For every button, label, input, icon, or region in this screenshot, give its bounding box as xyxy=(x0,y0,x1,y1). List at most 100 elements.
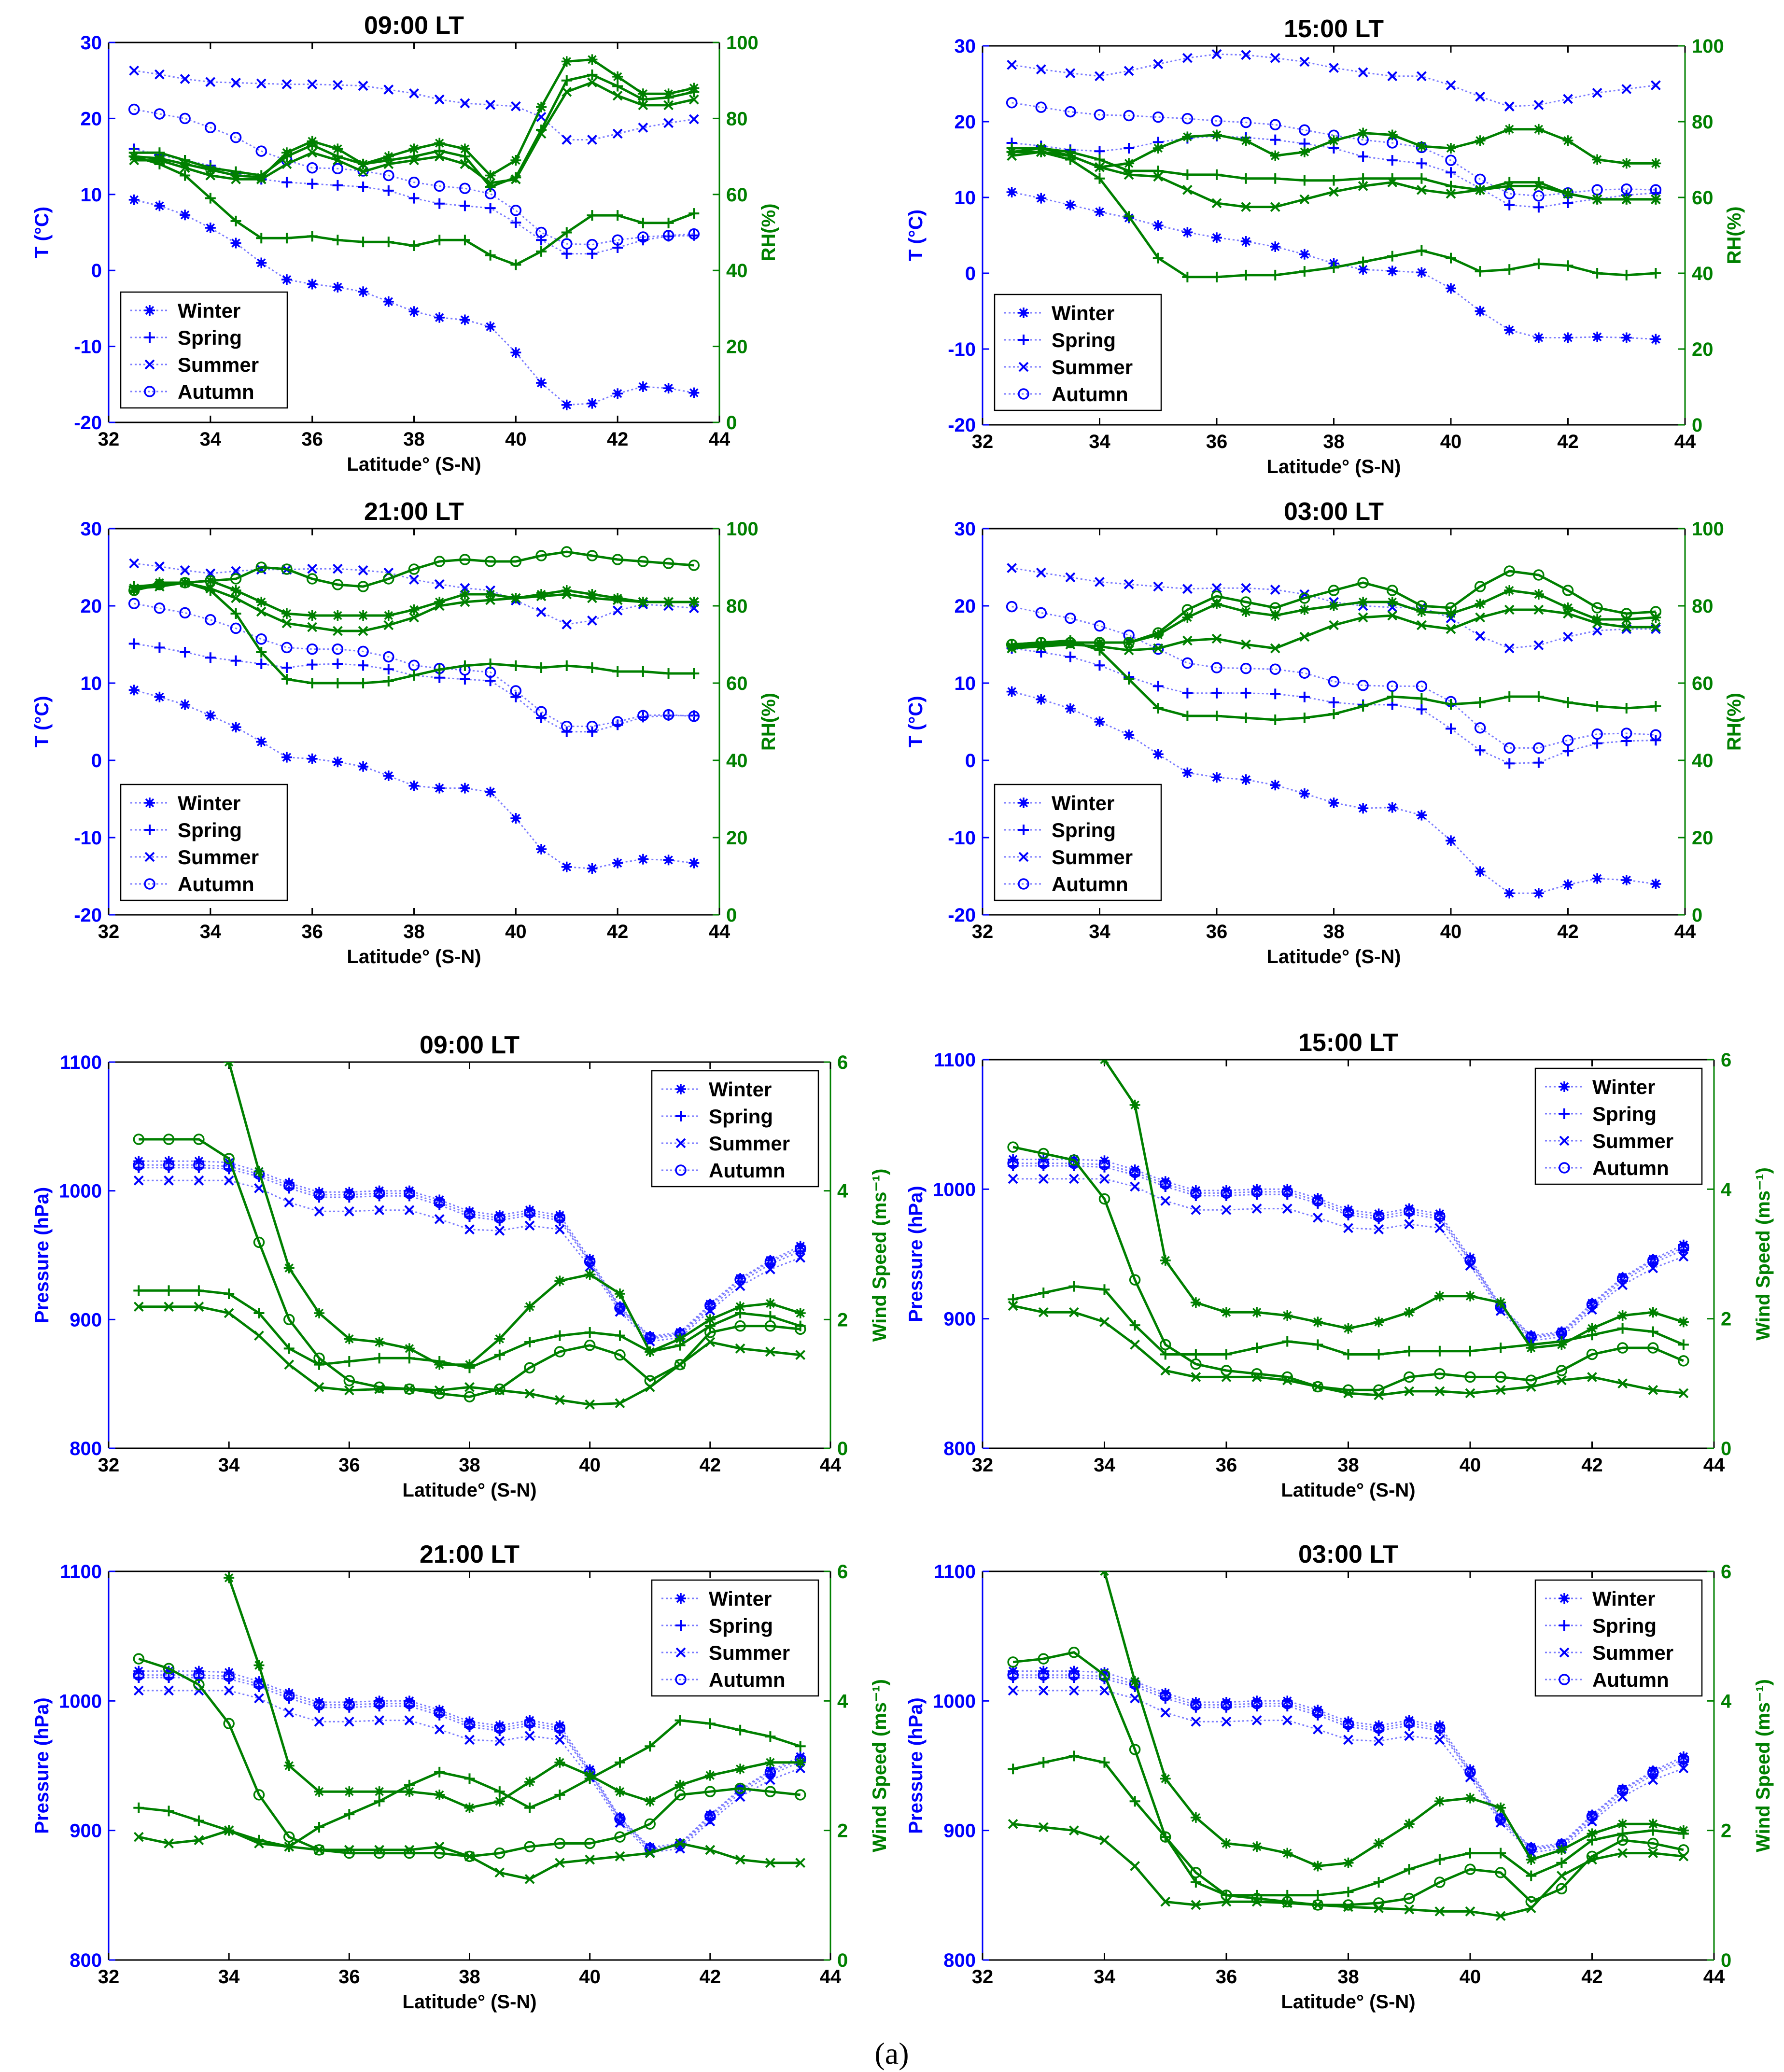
data-point-right-7 xyxy=(1251,1896,1262,1907)
data-point-right-7 xyxy=(358,678,369,688)
data-point-right-5-core xyxy=(1535,591,1542,597)
data-point-autumn xyxy=(1129,1166,1141,1178)
data-point-right-6 xyxy=(1617,1323,1628,1334)
data-point-summer xyxy=(485,99,496,110)
x-tick-label: 36 xyxy=(338,1966,360,1988)
data-point-right-4 xyxy=(1299,592,1310,604)
data-point-autumn xyxy=(1281,1186,1293,1198)
data-point-summer xyxy=(1008,1174,1018,1184)
data-point-right-7 xyxy=(1299,713,1310,723)
data-point-right-4-core xyxy=(1184,134,1191,140)
x-tick-label: 40 xyxy=(1440,921,1462,942)
data-point-right-4 xyxy=(306,573,318,585)
data-point-right-7 xyxy=(358,237,369,248)
data-point-right-6 xyxy=(1592,618,1602,629)
data-point-right-7 xyxy=(1211,711,1222,721)
x-tick-label: 38 xyxy=(1337,1966,1359,1988)
right-tick-label: 60 xyxy=(1692,673,1714,694)
data-point-autumn xyxy=(163,1159,175,1171)
left-tick-label: 20 xyxy=(81,108,102,129)
data-point-right-7 xyxy=(705,1845,716,1855)
data-point-right-7 xyxy=(1533,258,1544,269)
data-point-right-4 xyxy=(484,556,496,567)
data-point-right-5-core xyxy=(1272,613,1278,618)
data-point-right-6 xyxy=(1416,184,1427,195)
data-point-spring xyxy=(205,652,216,663)
data-point-right-4-core xyxy=(1535,126,1542,132)
data-point-autumn xyxy=(510,685,522,697)
data-point-summer xyxy=(205,77,216,87)
data-point-right-7 xyxy=(1504,691,1515,702)
data-point-spring xyxy=(434,198,445,209)
data-point-right-4-core xyxy=(1406,1309,1412,1316)
legend-marker xyxy=(144,332,155,343)
series-line-summer xyxy=(1013,1178,1684,1342)
data-point-spring xyxy=(1592,738,1603,749)
data-point-right-7 xyxy=(404,1845,415,1855)
data-point-right-4-core xyxy=(1477,138,1483,144)
right-axis-label: RH(%) xyxy=(758,204,779,262)
data-point-winter-core xyxy=(665,857,672,863)
data-point-right-5 xyxy=(223,1153,235,1164)
data-point-right-5 xyxy=(1358,173,1369,184)
data-point-summer xyxy=(281,79,292,89)
data-point-right-7 xyxy=(459,660,470,671)
x-tick-label: 36 xyxy=(1216,1966,1237,1988)
data-point-right-7 xyxy=(524,1388,535,1399)
data-point-right-5-core xyxy=(1301,607,1307,613)
data-point-right-5 xyxy=(464,1391,476,1403)
data-point-winter-core xyxy=(335,284,341,290)
data-point-right-6 xyxy=(231,593,241,603)
series-line-spring xyxy=(1013,1677,1684,1851)
data-point-right-6 xyxy=(193,1815,204,1826)
data-point-summer xyxy=(1130,1181,1140,1192)
data-point-right-4-core xyxy=(615,73,621,80)
data-point-right-7 xyxy=(1152,703,1164,714)
data-point-summer xyxy=(1495,1818,1506,1828)
data-point-right-5-core xyxy=(360,613,366,618)
data-point-right-6 xyxy=(1270,643,1280,654)
data-point-spring xyxy=(1533,757,1544,768)
chart-title: 09:00 LT xyxy=(364,12,464,40)
data-point-winter-core xyxy=(563,864,570,870)
x-tick-label: 40 xyxy=(505,921,527,942)
data-point-right-5-core xyxy=(1565,605,1571,611)
data-point-autumn xyxy=(133,1159,145,1171)
series-line-spring xyxy=(1013,1165,1684,1339)
data-point-right-4-core xyxy=(617,1291,623,1297)
data-point-autumn xyxy=(408,176,420,188)
data-point-winter-core xyxy=(1184,229,1191,236)
data-point-right-7 xyxy=(344,1385,354,1396)
data-point-winter-core xyxy=(1389,268,1395,274)
left-axis-label: Pressure (hPa) xyxy=(31,1187,53,1323)
data-point-right-5 xyxy=(133,1653,145,1665)
data-point-autumn xyxy=(343,1699,355,1711)
data-point-autumn xyxy=(383,651,394,663)
right-tick-label: 80 xyxy=(726,108,748,129)
data-point-autumn xyxy=(459,182,471,194)
x-tick-label: 40 xyxy=(505,429,527,450)
data-point-right-6 xyxy=(1495,1848,1506,1859)
data-point-right-6 xyxy=(409,612,419,623)
x-tick-label: 32 xyxy=(972,1455,994,1476)
data-point-right-7 xyxy=(1562,697,1573,708)
chart-panel-3: 32 34 36 38 40 42 44 -20 -10 0 10 20 30 0 20 40 60 80 100 2… xyxy=(31,498,779,967)
data-point-autumn xyxy=(154,602,166,614)
data-point-autumn xyxy=(584,1256,596,1268)
data-point-summer xyxy=(1065,68,1076,78)
x-tick-label: 36 xyxy=(1206,921,1228,942)
legend-label-winter: Winter xyxy=(1592,1076,1655,1098)
data-point-right-7 xyxy=(675,1838,685,1848)
data-point-summer xyxy=(1678,1763,1689,1774)
data-point-summer xyxy=(1007,59,1017,70)
data-point-right-4-core xyxy=(1223,1840,1229,1847)
data-point-right-7 xyxy=(180,170,191,181)
data-point-right-4-core xyxy=(487,172,493,179)
left-tick-label: 800 xyxy=(943,1438,976,1459)
data-point-right-6 xyxy=(256,174,267,184)
data-point-right-7 xyxy=(1416,693,1427,704)
data-point-summer xyxy=(1007,563,1017,574)
left-tick-label: -10 xyxy=(948,339,976,360)
data-point-autumn xyxy=(179,607,191,619)
right-axis-label: Wind Speed (ms⁻¹) xyxy=(869,1679,890,1852)
